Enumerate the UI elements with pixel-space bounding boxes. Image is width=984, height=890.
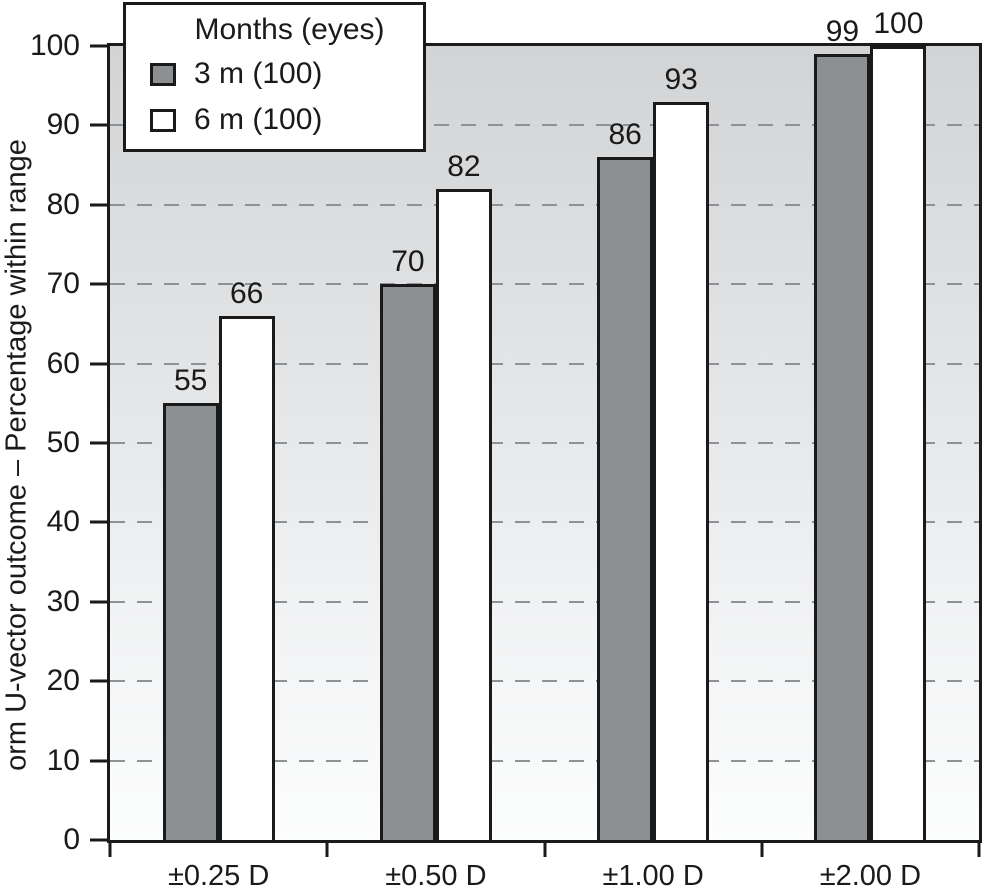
gridline [110, 124, 979, 127]
bar-value-label: 99 [825, 14, 860, 48]
legend-swatch-6m-icon [150, 108, 176, 132]
plot-area: 0 10 20 30 40 50 60 70 80 90 100 55 66 ±0.25 D 70 82 ±0.… [30, 8, 982, 890]
gridline [110, 680, 979, 683]
bar-3-±1.00 D [597, 157, 654, 840]
y-axis-tick [90, 123, 110, 127]
bar-value-label: 93 [664, 62, 698, 96]
bar-6-±2.00 D [870, 46, 927, 840]
gridline [110, 362, 979, 365]
legend-item-6m: 6 m (100) [126, 97, 423, 143]
y-axis-tick [90, 679, 110, 683]
y-axis-tick [90, 203, 110, 207]
y-axis-tick-label: 0 [63, 823, 80, 856]
gridline [110, 759, 979, 762]
y-axis-tick [90, 282, 110, 286]
y-axis-tick [90, 44, 110, 48]
bar-3-±2.00 D [814, 53, 871, 840]
bar-6-±0.25 D [218, 315, 275, 840]
legend-item-label: 3 m (100) [194, 57, 323, 90]
x-axis-tick [977, 840, 981, 857]
y-axis-tick-label: 60 [46, 346, 80, 380]
gridline [110, 283, 979, 286]
y-axis-tick [90, 520, 110, 524]
x-axis-tick [760, 840, 764, 857]
gridline [110, 203, 979, 206]
bar-value-label: 100 [873, 7, 924, 40]
bar-value-label: 86 [608, 118, 642, 152]
y-axis-tick-label: 90 [46, 108, 80, 142]
x-category-label: ±0.50 D [385, 860, 487, 890]
x-axis-tick [543, 840, 546, 857]
legend-title: Months (eyes) [194, 13, 385, 46]
bar-6-±0.50 D [435, 188, 492, 840]
bar-value-label: 55 [173, 364, 208, 398]
x-axis-tick [108, 840, 112, 857]
bar-value-label: 66 [229, 276, 264, 310]
y-axis-tick [90, 600, 110, 604]
y-axis-tick-label: 100 [29, 29, 80, 62]
y-axis-tick-label: 70 [46, 267, 80, 301]
x-category-label: ±2.00 D [819, 860, 922, 890]
bar-value-label: 82 [447, 149, 481, 183]
y-axis-label: orm U-vector outcome – Percentage within… [0, 139, 33, 771]
y-axis-tick-label: 40 [46, 505, 80, 539]
y-axis-tick [90, 362, 110, 366]
legend-swatch-3m-icon [150, 62, 176, 86]
bar-6-±1.00 D [653, 101, 710, 840]
gridline [110, 600, 979, 603]
y-axis-tick [90, 838, 110, 842]
legend-item-3m: 3 m (100) [126, 51, 423, 97]
bar-3-±0.50 D [379, 284, 436, 840]
legend: Months (eyes) 3 m (100) 6 m (100) [123, 2, 426, 152]
bar-value-label: 70 [391, 245, 425, 279]
legend-item-label: 6 m (100) [194, 103, 323, 136]
y-axis-tick-label: 50 [46, 426, 80, 459]
y-axis-tick-label: 80 [46, 187, 80, 221]
y-axis-tick-label: 20 [46, 664, 80, 698]
y-axis-tick-label: 30 [46, 584, 80, 618]
y-axis-tick [90, 759, 110, 763]
x-axis-tick [325, 840, 329, 857]
gridline [110, 442, 979, 444]
bar-3-±0.25 D [162, 403, 219, 840]
gridline [110, 521, 979, 524]
x-category-label: ±1.00 D [602, 860, 704, 890]
y-axis-tick [90, 441, 110, 445]
y-axis-tick-label: 10 [46, 743, 80, 777]
x-category-label: ±0.25 D [167, 860, 270, 890]
